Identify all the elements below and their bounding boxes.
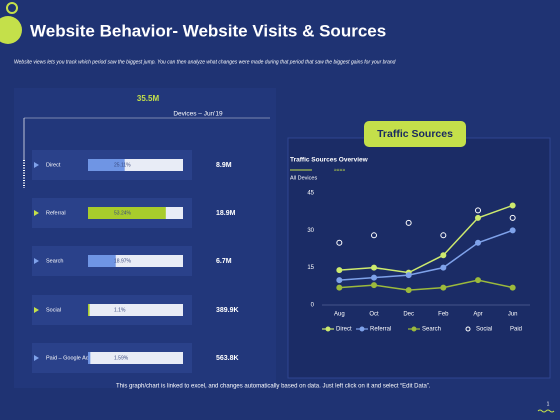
chevrons: »»»» xyxy=(334,167,345,173)
traffic-button[interactable] xyxy=(364,121,466,147)
legend-label: Paid xyxy=(510,327,522,333)
decor-ring xyxy=(6,2,18,14)
point xyxy=(440,252,447,259)
y-tick-label: 15 xyxy=(307,265,314,271)
page-number: 1 xyxy=(547,401,550,407)
series-line xyxy=(339,229,513,281)
decor-circle xyxy=(0,16,22,44)
row-name: Referral xyxy=(46,210,66,216)
point xyxy=(475,239,481,246)
row-name: Search xyxy=(46,258,63,264)
share-label: 25.11% xyxy=(114,162,131,168)
row-icon xyxy=(34,355,39,361)
legend-label: Referral xyxy=(370,327,391,333)
point xyxy=(475,277,481,284)
button-label: Traffic Sources xyxy=(377,128,453,140)
legend-marker xyxy=(465,326,471,332)
point xyxy=(336,267,343,274)
row-name: Paid – Google Ads xyxy=(46,355,92,361)
subtitle: Website views lets you track which perio… xyxy=(14,59,396,65)
point xyxy=(371,264,377,271)
point xyxy=(509,284,516,291)
title: Website Behavior- Website Visits & Sourc… xyxy=(30,21,386,40)
legend-label: Search xyxy=(422,327,441,333)
bar-fill xyxy=(88,304,90,316)
row-name: Direct xyxy=(46,162,61,168)
row-icon xyxy=(34,258,39,264)
x-tick-label: Jun xyxy=(508,312,518,318)
point xyxy=(475,214,481,221)
bar-fill xyxy=(88,255,116,267)
y-tick-label: 0 xyxy=(311,303,315,309)
x-tick-label: Dec xyxy=(403,312,414,318)
x-tick-label: Aug xyxy=(334,312,345,318)
total: 35.5M xyxy=(137,94,160,103)
x-tick-label: Apr xyxy=(473,312,482,318)
point xyxy=(336,239,343,246)
bar-track xyxy=(88,352,183,364)
left-panel xyxy=(14,88,276,388)
share-label: 18.97% xyxy=(114,258,132,264)
point xyxy=(440,232,447,239)
row-value: 8.9M xyxy=(216,162,232,169)
point xyxy=(405,272,412,279)
point xyxy=(405,219,412,226)
point xyxy=(405,287,412,294)
point xyxy=(440,264,447,271)
row-icon xyxy=(34,162,39,168)
devices-label: Devices – Jun'19 xyxy=(173,111,223,118)
bar-fill xyxy=(88,207,166,219)
series-line xyxy=(339,279,513,291)
bar-fill xyxy=(88,159,125,171)
row-value: 389.9K xyxy=(216,307,239,314)
x-tick-label: Oct xyxy=(369,312,379,318)
row-value: 563.8K xyxy=(216,355,239,362)
point xyxy=(509,214,516,221)
x-tick-label: Feb xyxy=(438,312,449,318)
row-icon xyxy=(34,307,39,313)
y-tick-label: 45 xyxy=(307,191,314,197)
point xyxy=(371,282,377,289)
legend-marker xyxy=(325,326,331,332)
point xyxy=(336,277,343,284)
panel-heading: Traffic Sources Overview xyxy=(290,157,369,164)
point xyxy=(440,284,447,291)
point xyxy=(509,202,516,209)
share-label: 1.59% xyxy=(114,355,129,361)
point xyxy=(475,207,481,214)
y-tick-label: 30 xyxy=(307,228,314,234)
row-value: 6.7M xyxy=(216,258,232,265)
bar-track xyxy=(88,304,183,316)
row-value: 18.9M xyxy=(216,210,236,217)
footer-note: This graph/chart is linked to excel, and… xyxy=(116,384,431,390)
point xyxy=(371,232,377,239)
filter: All Devices xyxy=(290,175,317,181)
point xyxy=(371,274,377,281)
row-icon xyxy=(34,210,39,216)
legend-label: Social xyxy=(476,327,492,333)
legend-marker xyxy=(411,326,417,332)
point xyxy=(336,284,343,291)
share-label: 53.24% xyxy=(114,210,132,216)
row-name: Social xyxy=(46,307,61,313)
share-label: 1.1% xyxy=(114,307,126,313)
decor-wave xyxy=(537,409,555,413)
point xyxy=(509,227,516,234)
series-line xyxy=(339,204,513,274)
right-panel xyxy=(287,137,551,379)
legend-label: Direct xyxy=(336,327,352,333)
bar-fill xyxy=(88,352,91,364)
legend-marker xyxy=(359,326,365,332)
